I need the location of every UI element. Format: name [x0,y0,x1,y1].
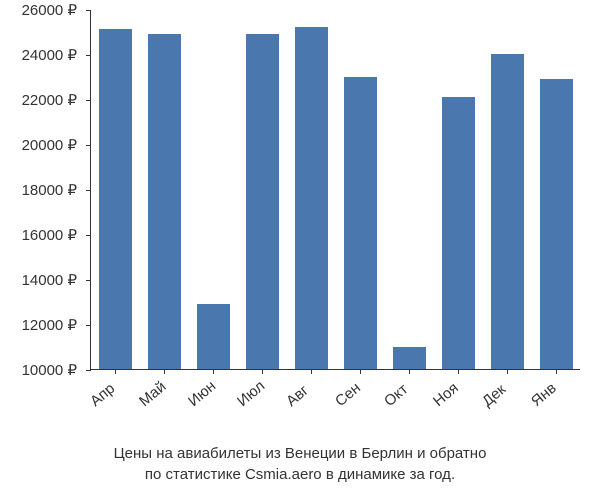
bar [246,34,279,369]
x-tick-mark [458,369,459,374]
x-tick-mark [360,369,361,374]
x-tick-label: Май [136,378,169,410]
y-tick-mark [86,55,91,56]
x-tick-label: Сен [332,379,364,410]
x-tick-label: Июл [234,377,268,410]
y-tick-label: 16000 ₽ [22,226,77,244]
y-tick-label: 12000 ₽ [22,316,77,334]
x-tick-mark [164,369,165,374]
y-tick-label: 22000 ₽ [22,91,77,109]
chart-caption: Цены на авиабилеты из Венеции в Берлин и… [0,443,600,485]
bar [491,54,524,369]
caption-line-2: по статистике Csmia.aero в динамике за г… [0,464,600,485]
bar [540,79,573,369]
y-tick-label: 24000 ₽ [22,46,77,64]
x-tick-mark [311,369,312,374]
y-tick-mark [86,190,91,191]
bar [99,29,132,369]
x-tick-label: Июн [185,378,219,411]
y-tick-mark [86,325,91,326]
x-axis-labels: Апр Май Июн Июл Авг Сен Окт Ноя Дек Янв [90,375,580,425]
y-tick-label: 20000 ₽ [22,136,77,154]
x-tick-label: Янв [528,380,560,410]
x-tick-label: Дек [479,381,509,410]
bar [393,347,426,370]
x-tick-mark [409,369,410,374]
x-tick-mark [262,369,263,374]
y-tick-mark [86,145,91,146]
bar [295,27,328,369]
y-tick-label: 18000 ₽ [22,181,77,199]
plot-area [90,10,580,370]
bar [148,34,181,369]
bar [442,97,475,369]
x-tick-label: Ноя [430,379,462,410]
x-tick-mark [507,369,508,374]
caption-line-1: Цены на авиабилеты из Венеции в Берлин и… [0,443,600,464]
x-tick-mark [115,369,116,374]
y-tick-mark [86,370,91,371]
x-tick-label: Авг [283,382,312,410]
bar [344,77,377,370]
x-tick-label: Апр [87,380,118,410]
y-axis: 10000 ₽12000 ₽14000 ₽16000 ₽18000 ₽20000… [0,10,85,370]
y-tick-label: 10000 ₽ [22,361,77,379]
y-tick-mark [86,10,91,11]
y-tick-mark [86,280,91,281]
x-tick-mark [556,369,557,374]
y-tick-mark [86,100,91,101]
x-tick-mark [213,369,214,374]
x-tick-label: Окт [381,381,411,410]
y-tick-mark [86,235,91,236]
y-tick-label: 14000 ₽ [22,271,77,289]
bar [197,304,230,369]
y-tick-label: 26000 ₽ [22,1,77,19]
